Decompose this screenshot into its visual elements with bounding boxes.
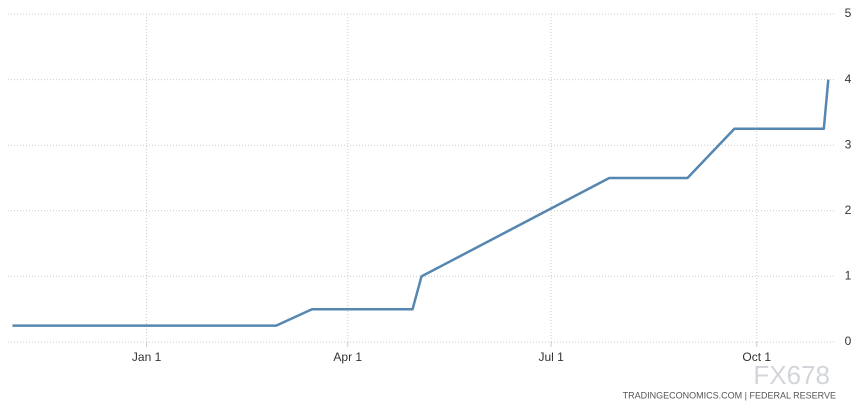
source: TRADINGECONOMICS.COM | FEDERAL RESERVE — [623, 390, 836, 400]
x-tick-label: Jul 1 — [538, 350, 564, 364]
y-tick-label: 2 — [845, 203, 852, 217]
x-tick-label: Oct 1 — [742, 350, 771, 364]
x-tick-label: Apr 1 — [333, 350, 362, 364]
y-tick-label: 5 — [845, 6, 852, 20]
y-tick-label: 4 — [845, 72, 852, 86]
y-tick-label: 3 — [845, 137, 852, 151]
y-tick-label: 0 — [845, 334, 852, 348]
x-tick-label: Jan 1 — [132, 350, 162, 364]
watermark: FX678 — [753, 360, 830, 390]
y-tick-label: 1 — [845, 269, 852, 283]
line — [12, 79, 830, 327]
